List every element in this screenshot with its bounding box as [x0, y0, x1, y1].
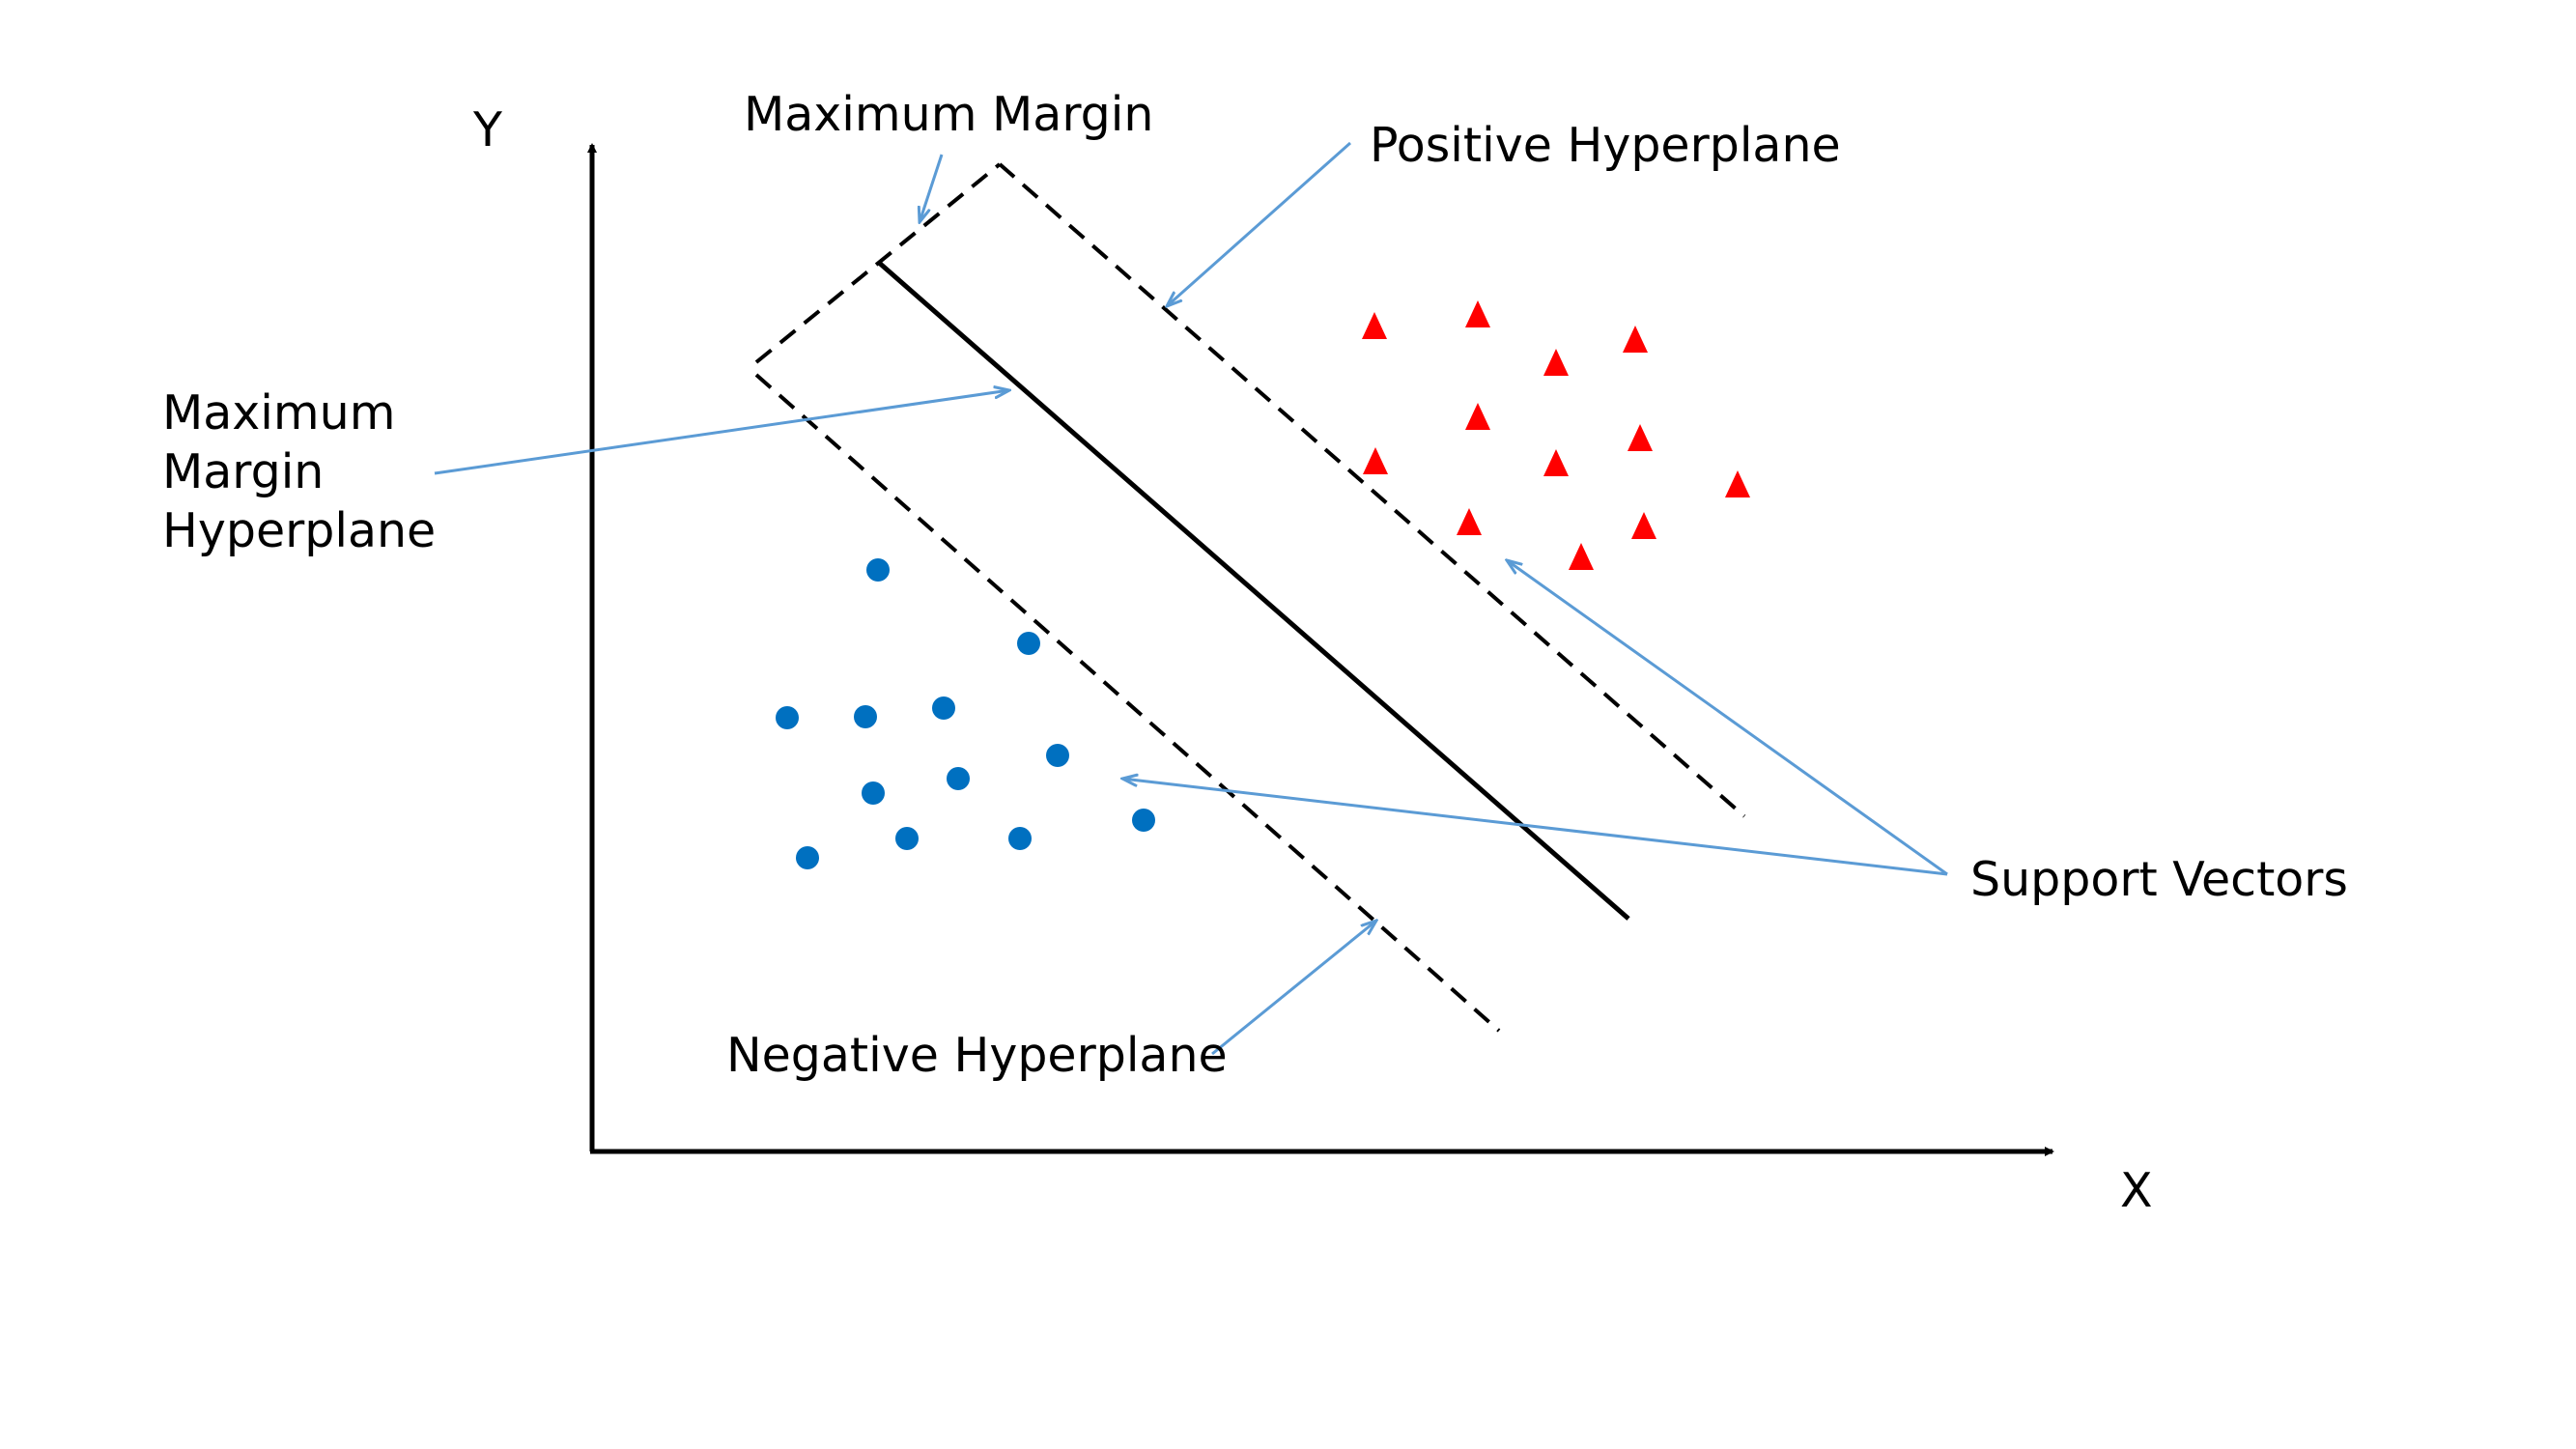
- triangle-icon: [1363, 447, 1388, 474]
- maximum-margin-arrow: [920, 154, 944, 222]
- circle-icon: [1017, 632, 1040, 655]
- triangle-icon: [1569, 543, 1594, 570]
- negative-hyperplane-arrow: [1211, 921, 1376, 1056]
- triangle-icon: [1631, 512, 1656, 539]
- triangle-icon: [1628, 424, 1653, 451]
- support-vector-positive-arrow: [1507, 560, 1948, 876]
- circle-icon: [895, 827, 919, 850]
- support-vectors-label: Support Vectors: [1970, 852, 2348, 907]
- maximum-margin-label: Maximum Margin: [744, 87, 1154, 142]
- circle-icon: [1132, 809, 1155, 832]
- maximum-margin-hyperplane: [876, 260, 1630, 921]
- triangle-icon: [1457, 508, 1482, 535]
- maximum-margin-hyperplane-label-line-2: Margin: [162, 443, 325, 499]
- negative-hyperplane: [754, 373, 1501, 1033]
- positive-hyperplane-arrow: [1167, 141, 1351, 306]
- positive-hyperplane-label: Positive Hyperplane: [1370, 118, 1841, 173]
- negative-class-points: [776, 558, 1155, 869]
- maximum-margin-hyperplane-label-line-1: Maximum: [162, 385, 396, 440]
- triangle-icon: [1465, 403, 1490, 430]
- y-axis-label: Y: [473, 102, 502, 157]
- triangle-icon: [1543, 449, 1569, 476]
- triangle-icon: [1465, 300, 1490, 327]
- negative-hyperplane-label: Negative Hyperplane: [726, 1028, 1228, 1083]
- triangle-icon: [1362, 312, 1387, 339]
- circle-icon: [862, 781, 885, 805]
- positive-class-points: [1362, 300, 1750, 570]
- triangle-icon: [1543, 349, 1569, 376]
- circle-icon: [796, 846, 819, 869]
- circle-icon: [1008, 827, 1032, 850]
- circle-icon: [776, 706, 799, 729]
- x-axis-label: X: [2120, 1163, 2153, 1218]
- circle-icon: [1046, 744, 1069, 767]
- circle-icon: [932, 696, 955, 720]
- support-vector-negative-arrow: [1122, 779, 1948, 876]
- triangle-icon: [1725, 470, 1750, 497]
- maximum-margin-hyperplane-arrow: [434, 390, 1009, 475]
- circle-icon: [947, 767, 970, 790]
- maximum-margin-hyperplane-label-line-3: Hyperplane: [162, 502, 437, 558]
- maximum-margin-hyperplane-label: Maximum Margin Hyperplane: [162, 384, 436, 560]
- circle-icon: [854, 705, 877, 728]
- positive-hyperplane: [998, 162, 1746, 818]
- circle-icon: [866, 558, 890, 582]
- triangle-icon: [1623, 326, 1648, 353]
